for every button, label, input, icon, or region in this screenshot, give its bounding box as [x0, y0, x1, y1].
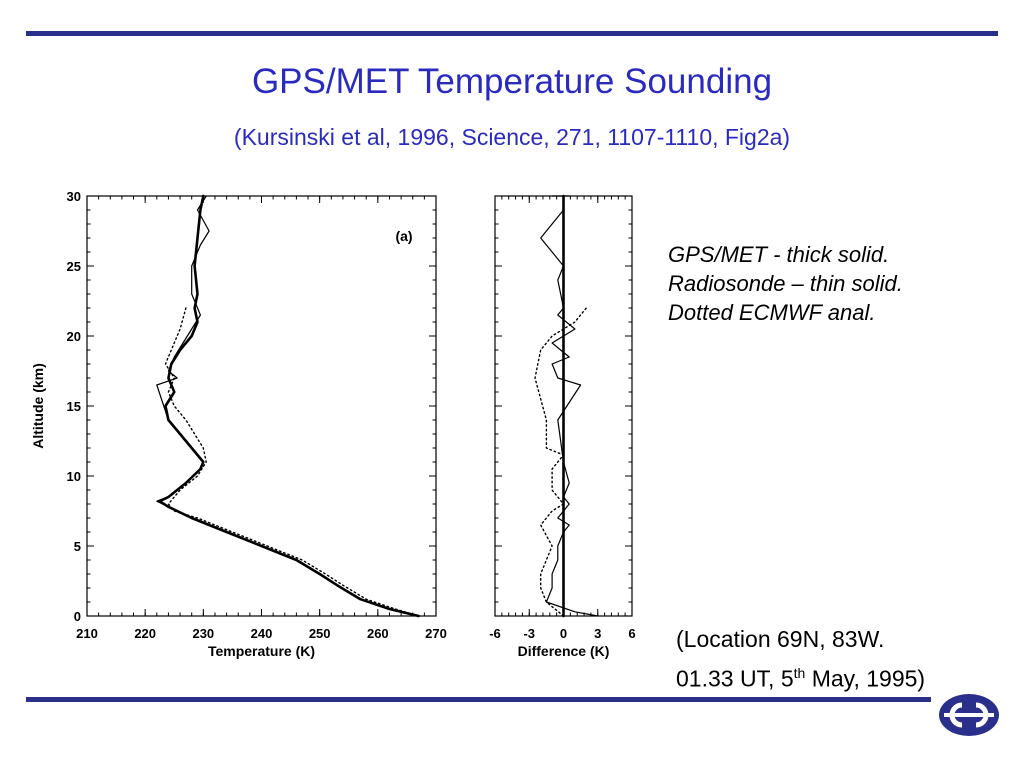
temperature-ytick-label: 5 [74, 539, 81, 554]
temperature-xtick-label: 270 [425, 626, 447, 641]
difference-xlabel: Difference (K) [518, 643, 610, 659]
difference-xtick-label: 6 [628, 626, 635, 641]
temperature-series-thick-solid [158, 194, 420, 618]
difference-xtick-label: -6 [489, 626, 501, 641]
temperature-ytick-label: 25 [67, 259, 81, 274]
location-note: (Location 69N, 83W. 01.33 UT, 5th May, 1… [676, 622, 925, 696]
legend-line-radiosonde: Radiosonde – thin solid. [668, 271, 903, 296]
slide-subtitle: (Kursinski et al, 1996, Science, 271, 11… [233, 124, 791, 150]
difference-xtick-label: 0 [560, 626, 567, 641]
temperature-xtick-label: 250 [309, 626, 331, 641]
location-date-prefix: 01.33 UT, 5 [676, 665, 794, 692]
temperature-ylabel: Altitude (km) [30, 363, 46, 449]
ecmwf-logo-icon [939, 694, 999, 736]
difference-xtick-label: 3 [594, 626, 601, 641]
temperature-xtick-label: 220 [134, 626, 156, 641]
bottom-rule [26, 697, 931, 702]
temperature-ytick-label: 30 [67, 189, 81, 204]
slide-title: GPS/MET Temperature Sounding [251, 62, 773, 101]
temperature-series-dotted [164, 307, 420, 617]
temperature-xtick-label: 230 [192, 626, 214, 641]
temperature-ytick-label: 15 [67, 399, 81, 414]
temperature-xtick-label: 210 [76, 626, 98, 641]
legend-line-gps: GPS/MET - thick solid. [668, 242, 890, 267]
temperature-plot-frame [86, 195, 437, 617]
temperature-series-thin-solid [156, 195, 420, 617]
temperature-xtick-label: 260 [367, 626, 389, 641]
temperature-xtick-label: 240 [251, 626, 273, 641]
location-line-1: (Location 69N, 83W. [676, 626, 885, 652]
difference-series-thin-solid [540, 195, 599, 617]
top-rule [26, 31, 998, 36]
difference-xtick-label: -3 [523, 626, 535, 641]
temperature-ytick-label: 10 [67, 469, 81, 484]
location-line-2: 01.33 UT, 5th May, 1995) [676, 656, 925, 696]
temperature-xlabel: Temperature (K) [208, 643, 315, 659]
location-date-rest: May, 1995) [805, 665, 926, 692]
difference-series-dotted [534, 307, 587, 617]
legend-line-ecmwf: Dotted ECMWF anal. [668, 300, 876, 325]
location-date-suffix-sup: th [793, 665, 806, 681]
temperature-panel-label: (a) [395, 228, 412, 244]
temperature-ytick-label: 0 [74, 609, 81, 624]
temperature-ytick-label: 20 [67, 329, 81, 344]
legend-text: GPS/MET - thick solid. Radiosonde – thin… [668, 240, 903, 327]
